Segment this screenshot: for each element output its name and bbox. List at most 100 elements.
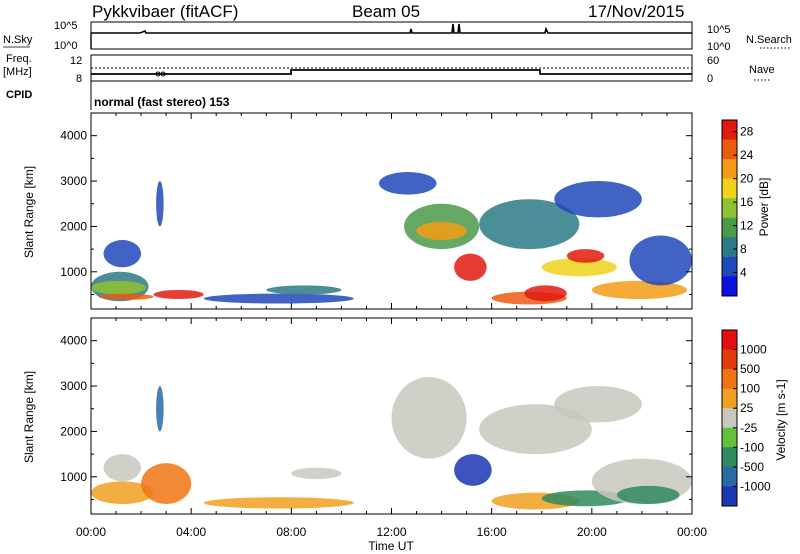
data-region [591,280,687,300]
nsky-trace [91,23,692,34]
colorbar-swatch [722,256,737,277]
y-tick-label: 4000 [60,334,87,348]
data-region [554,181,642,218]
colorbar-tick-label: 1000 [740,343,767,357]
x-tick-label: 00:00 [76,525,106,539]
velocity-panel: 1000 2000 3000 4000 00:00 04:00 08:00 12:00 16:0… [22,317,788,553]
colorbar-tick-label: -500 [740,460,764,474]
data-region [541,258,617,277]
beam-title: Beam 05 [352,2,421,21]
data-region [479,404,592,455]
data-region [454,454,492,486]
x-tick-label: 16:00 [477,525,507,539]
x-tick-label: 08:00 [276,525,306,539]
y-tick-label: 1000 [60,470,87,484]
data-region [98,293,154,300]
data-region [524,285,567,302]
colorbar-frame [721,119,738,297]
colorbar-swatch [722,159,737,180]
colorbar-swatch [722,427,737,448]
power-ylabel: Slant Range [km] [22,166,36,258]
data-region [153,289,204,300]
colorbar-tick-label: 25 [740,401,754,415]
colorbar-swatch [722,369,737,390]
power-panel: 1000 2000 3000 4000 Slant Range [km] 4 8 12 16… [22,112,771,310]
colorbar-tick-label: 20 [740,172,754,186]
freq-mark [160,71,166,77]
data-region [103,240,142,268]
colorbar-tick-label: 24 [740,148,754,162]
data-region [391,376,467,459]
colorbar-swatch [722,447,737,468]
station-title: Pykkvibaer (fitACF) [92,2,239,21]
colorbar-tick-label: -25 [740,421,758,435]
velocity-colorbar: 1000 500 100 25 -25 -100 -500 -1000 [721,329,771,507]
y-tick-label: 2000 [60,424,87,438]
freq-label: Freq. [6,53,32,65]
colorbar-swatch [722,237,737,258]
x-tick-label: 04:00 [176,525,206,539]
freq-panel: Freq. [MHz] 12 8 60 0 Nave [3,53,775,85]
data-region [156,386,164,432]
nave-tick-high: 60 [707,55,719,67]
velocity-ylabel: Slant Range [km] [22,371,36,463]
colorbar-tick-label: 28 [740,125,754,139]
data-region [203,497,354,509]
colorbar-swatch [722,486,737,507]
power-colorbar-label: Power [dB] [757,178,771,237]
data-region [416,221,467,241]
freq-mark [155,71,161,77]
x-tick-label: 20:00 [577,525,607,539]
nsky-label: N.Sky [3,34,33,46]
data-region [616,485,680,505]
data-region [291,467,342,480]
cpid-value: normal (fast stereo) 153 [94,95,230,109]
colorbar-swatch [722,178,737,199]
nsearch-tick-low: 10^0 [707,41,731,53]
date-title: 17/Nov/2015 [588,2,685,21]
power-data [91,171,693,305]
nsearch-label: N.Search [746,34,792,46]
colorbar-swatch [722,466,737,487]
colorbar-swatch [722,120,737,141]
colorbar-swatch [722,330,737,351]
freq-trace [91,69,692,75]
x-tick-label: 12:00 [376,525,406,539]
data-region [454,253,487,281]
x-axis-label: Time UT [368,539,414,553]
data-region [554,386,642,423]
colorbar-swatch [722,388,737,409]
colorbar-swatch [722,198,737,219]
y-tick-label: 3000 [60,379,87,393]
colorbar-tick-label: 8 [740,242,747,256]
colorbar-tick-label: -100 [740,440,764,454]
freq-tick-low: 8 [76,73,82,85]
freq-unit: [MHz] [3,66,32,78]
data-region [378,171,437,195]
nave-label: Nave [749,64,775,76]
nsky-tick-low: 10^0 [54,40,78,52]
data-region [141,463,192,505]
data-region [629,235,693,286]
nsky-tick-high: 10^5 [54,20,78,32]
colorbar-tick-label: 500 [740,362,760,376]
colorbar-swatch [722,408,737,429]
data-region [266,285,342,295]
nsky-panel: N.Sky 10^5 10^0 10^5 10^0 N.Search [3,20,792,53]
nave-tick-low: 0 [707,73,713,85]
colorbar-swatch [722,139,737,160]
data-region [91,280,147,295]
y-tick-label: 4000 [60,129,87,143]
cpid-panel: CPID normal (fast stereo) 153 [6,81,230,110]
colorbar-tick-label: 100 [740,382,760,396]
data-region [103,454,142,482]
colorbar-swatch [722,276,737,297]
freq-tick-high: 12 [70,55,82,67]
nsearch-tick-high: 10^5 [707,24,731,36]
data-region [566,249,605,263]
colorbar-tick-label: 12 [740,219,754,233]
data-region [479,199,580,250]
cpid-label: CPID [6,89,32,101]
data-region [156,181,164,227]
